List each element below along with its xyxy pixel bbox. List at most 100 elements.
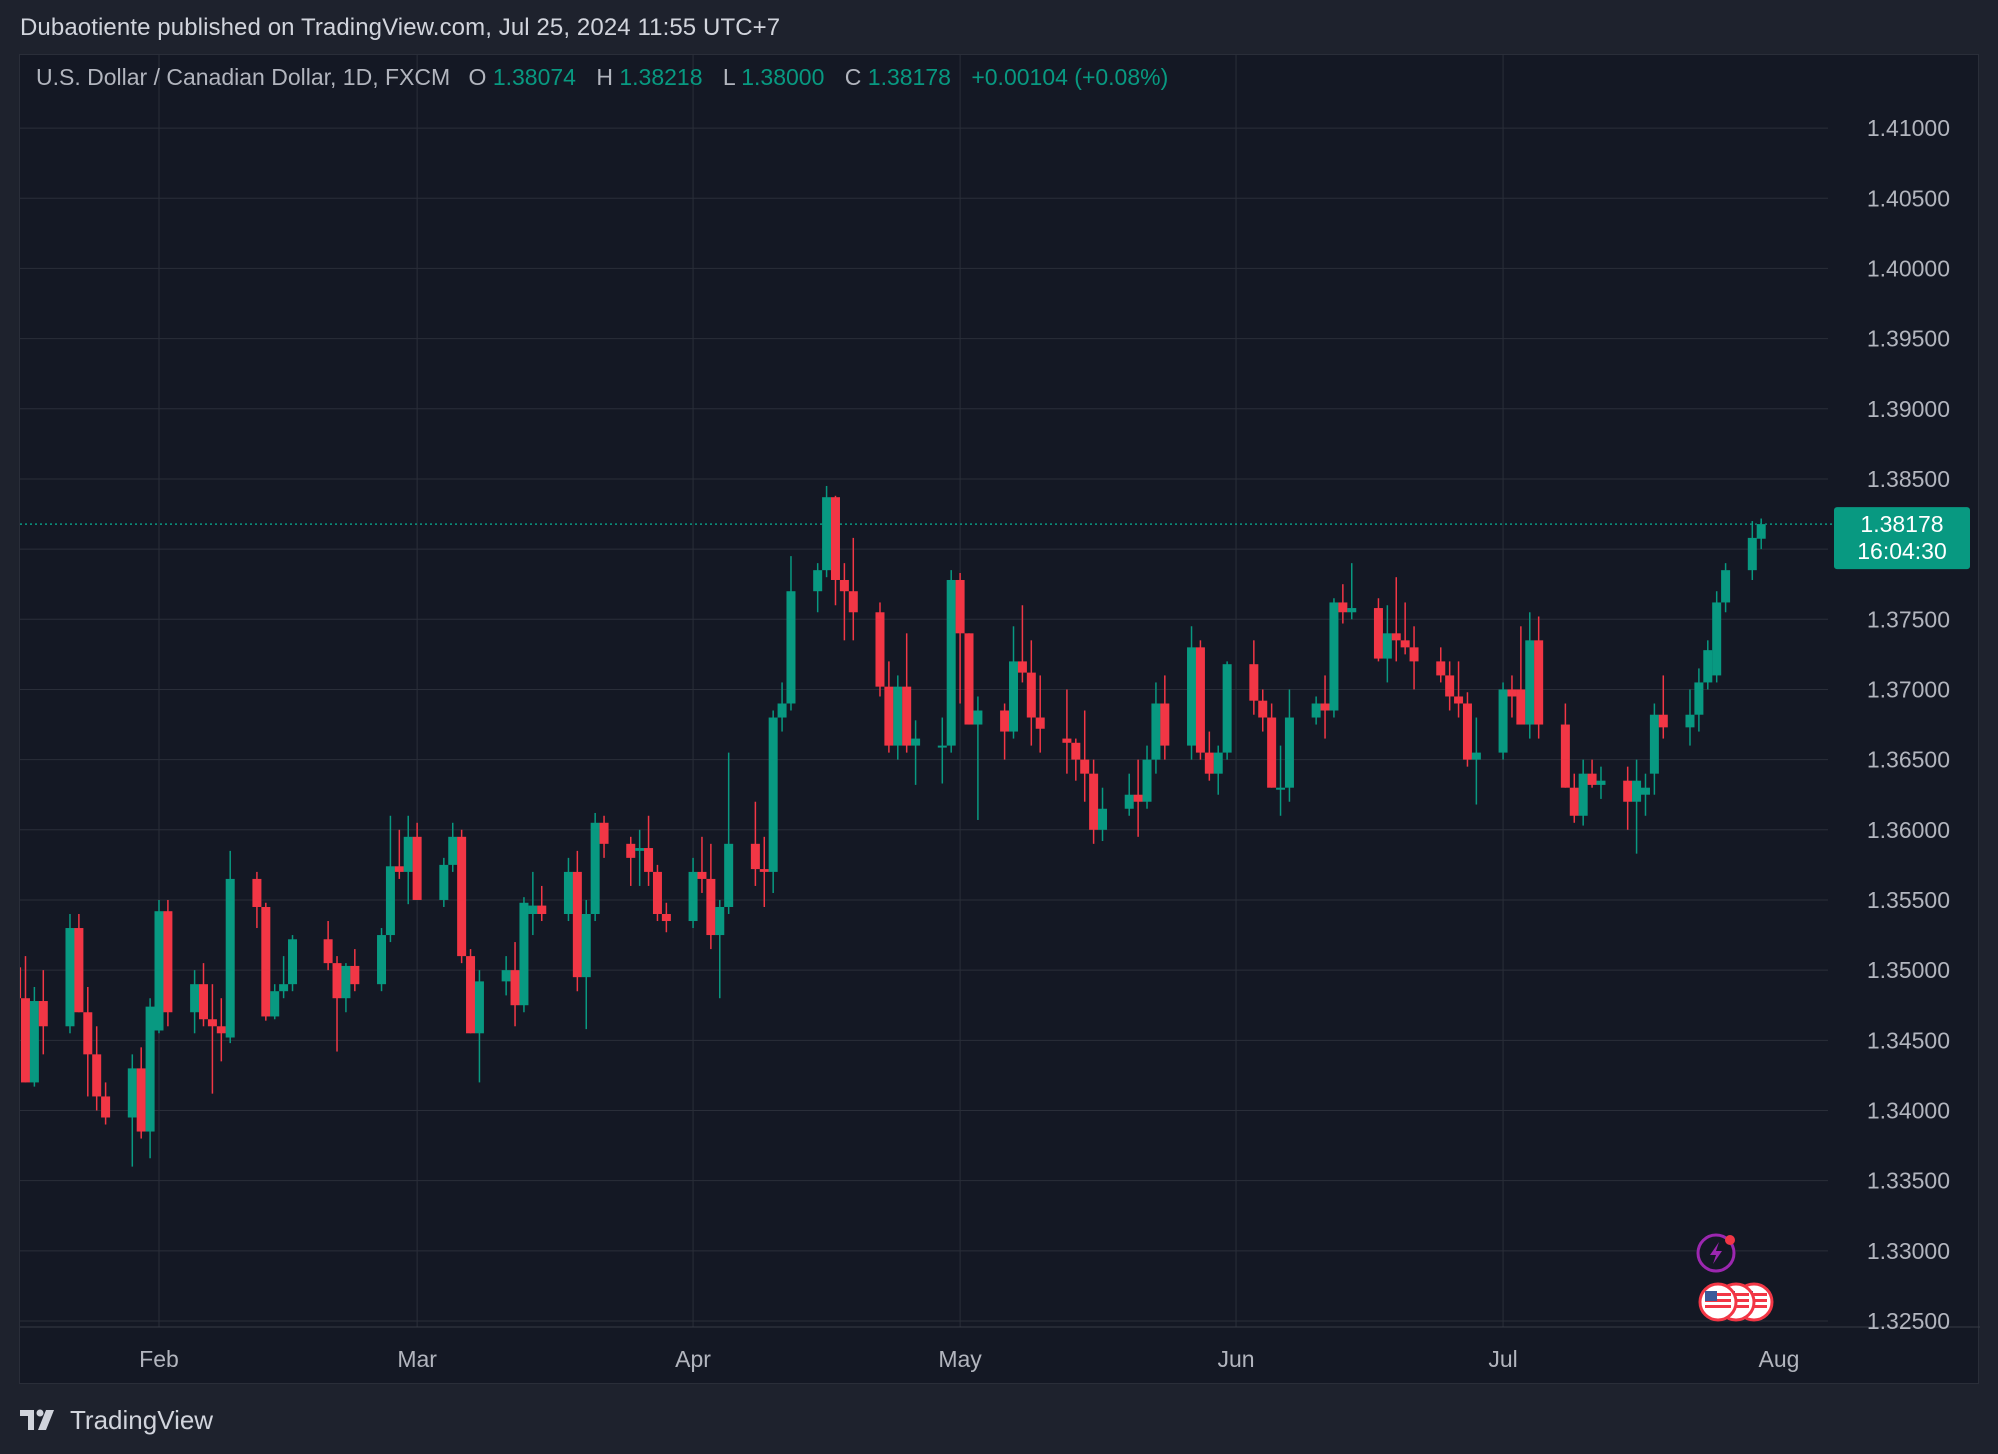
candle[interactable] — [1747, 521, 1757, 580]
candle[interactable] — [385, 815, 395, 943]
lightning-icon[interactable] — [1696, 1233, 1736, 1273]
candle[interactable] — [1623, 766, 1633, 830]
chart-panel[interactable]: 1.41000 1.40500 1.40000 1.39500 1.39000 1.385… — [19, 54, 1980, 1384]
candle[interactable] — [288, 935, 298, 992]
candle[interactable] — [1658, 675, 1668, 739]
candle[interactable] — [20, 956, 30, 1083]
candle[interactable] — [38, 970, 48, 1055]
candles[interactable] — [20, 485, 1766, 1167]
candle[interactable] — [1712, 591, 1722, 683]
candle[interactable] — [323, 921, 333, 971]
candle[interactable] — [501, 956, 511, 996]
candle[interactable] — [1462, 692, 1472, 767]
candle[interactable] — [65, 914, 75, 1034]
candle[interactable] — [101, 1082, 111, 1125]
candle[interactable] — [1400, 602, 1410, 655]
candle[interactable] — [697, 836, 707, 893]
candle[interactable] — [1703, 640, 1713, 690]
candle[interactable] — [1391, 577, 1401, 662]
candle[interactable] — [750, 801, 760, 886]
candle[interactable] — [1569, 773, 1579, 823]
candle[interactable] — [127, 1054, 137, 1167]
candle[interactable] — [1098, 787, 1108, 842]
candle[interactable] — [563, 857, 573, 922]
candle[interactable] — [1632, 759, 1642, 854]
candle[interactable] — [715, 899, 725, 999]
candle[interactable] — [1694, 668, 1704, 732]
candle[interactable] — [1311, 696, 1321, 725]
candle[interactable] — [626, 836, 636, 886]
candle[interactable] — [1534, 616, 1544, 739]
candle[interactable] — [394, 829, 404, 879]
candle[interactable] — [519, 897, 529, 1013]
candle[interactable] — [1124, 773, 1134, 816]
candle[interactable] — [1213, 745, 1223, 795]
candle[interactable] — [590, 812, 600, 922]
candle[interactable] — [1373, 598, 1383, 662]
candle[interactable] — [1187, 626, 1197, 760]
candle[interactable] — [724, 752, 734, 915]
candle[interactable] — [1516, 626, 1526, 725]
candle[interactable] — [341, 963, 351, 1013]
candle[interactable] — [688, 857, 698, 929]
candle[interactable] — [74, 914, 84, 1013]
candle[interactable] — [190, 970, 200, 1034]
candle[interactable] — [1756, 518, 1766, 550]
candle[interactable] — [1329, 598, 1339, 718]
candle[interactable] — [199, 963, 209, 1027]
candle[interactable] — [937, 717, 947, 784]
candle[interactable] — [1133, 759, 1143, 837]
candle[interactable] — [1560, 703, 1570, 788]
candle[interactable] — [599, 815, 609, 858]
us-flag-icon[interactable] — [1698, 1282, 1738, 1322]
candle[interactable] — [1525, 612, 1535, 739]
candle[interactable] — [1640, 773, 1650, 816]
candle[interactable] — [216, 998, 226, 1062]
candle[interactable] — [1071, 738, 1081, 781]
candle[interactable] — [706, 843, 716, 950]
candle[interactable] — [163, 899, 173, 1027]
candle[interactable] — [225, 850, 235, 1044]
candle[interactable] — [1080, 710, 1090, 802]
candle[interactable] — [261, 902, 271, 1021]
candle[interactable] — [1498, 682, 1508, 760]
candle[interactable] — [1454, 661, 1464, 718]
candle[interactable] — [510, 942, 520, 1027]
candle[interactable] — [448, 822, 458, 872]
candle[interactable] — [1151, 682, 1161, 774]
candle[interactable] — [635, 829, 645, 886]
time-axis[interactable]: Feb Mar Apr May Jun Jul Aug — [139, 1346, 1799, 1372]
candle[interactable] — [20, 914, 22, 1054]
candle[interactable] — [1685, 689, 1695, 746]
candle[interactable] — [893, 675, 903, 760]
candle[interactable] — [1721, 563, 1731, 613]
candle[interactable] — [145, 998, 155, 1159]
candle[interactable] — [661, 902, 671, 933]
candle[interactable] — [644, 815, 654, 886]
candle[interactable] — [1089, 759, 1099, 844]
candle[interactable] — [1267, 703, 1277, 788]
candle[interactable] — [839, 563, 849, 641]
candle[interactable] — [457, 829, 467, 964]
candle[interactable] — [1338, 584, 1348, 624]
candle[interactable] — [83, 986, 93, 1097]
candle[interactable] — [136, 1047, 146, 1139]
candle[interactable] — [439, 857, 449, 907]
candle[interactable] — [911, 720, 921, 785]
candle[interactable] — [466, 949, 476, 1034]
candle[interactable] — [830, 495, 840, 606]
candle[interactable] — [1284, 689, 1294, 802]
candle[interactable] — [786, 556, 796, 711]
candle[interactable] — [1258, 689, 1268, 732]
candle[interactable] — [1017, 605, 1027, 683]
candle[interactable] — [1578, 759, 1588, 826]
candle[interactable] — [1222, 661, 1232, 760]
price-axis[interactable]: 1.41000 1.40500 1.40000 1.39500 1.39000 1.385… — [1867, 115, 1950, 1334]
tradingview-logo[interactable]: TradingView — [20, 1400, 213, 1440]
candle[interactable] — [652, 864, 662, 922]
candle[interactable] — [902, 633, 912, 753]
candle[interactable] — [848, 537, 858, 641]
candle[interactable] — [1062, 689, 1072, 774]
candle[interactable] — [1249, 640, 1259, 715]
candle[interactable] — [350, 949, 360, 992]
